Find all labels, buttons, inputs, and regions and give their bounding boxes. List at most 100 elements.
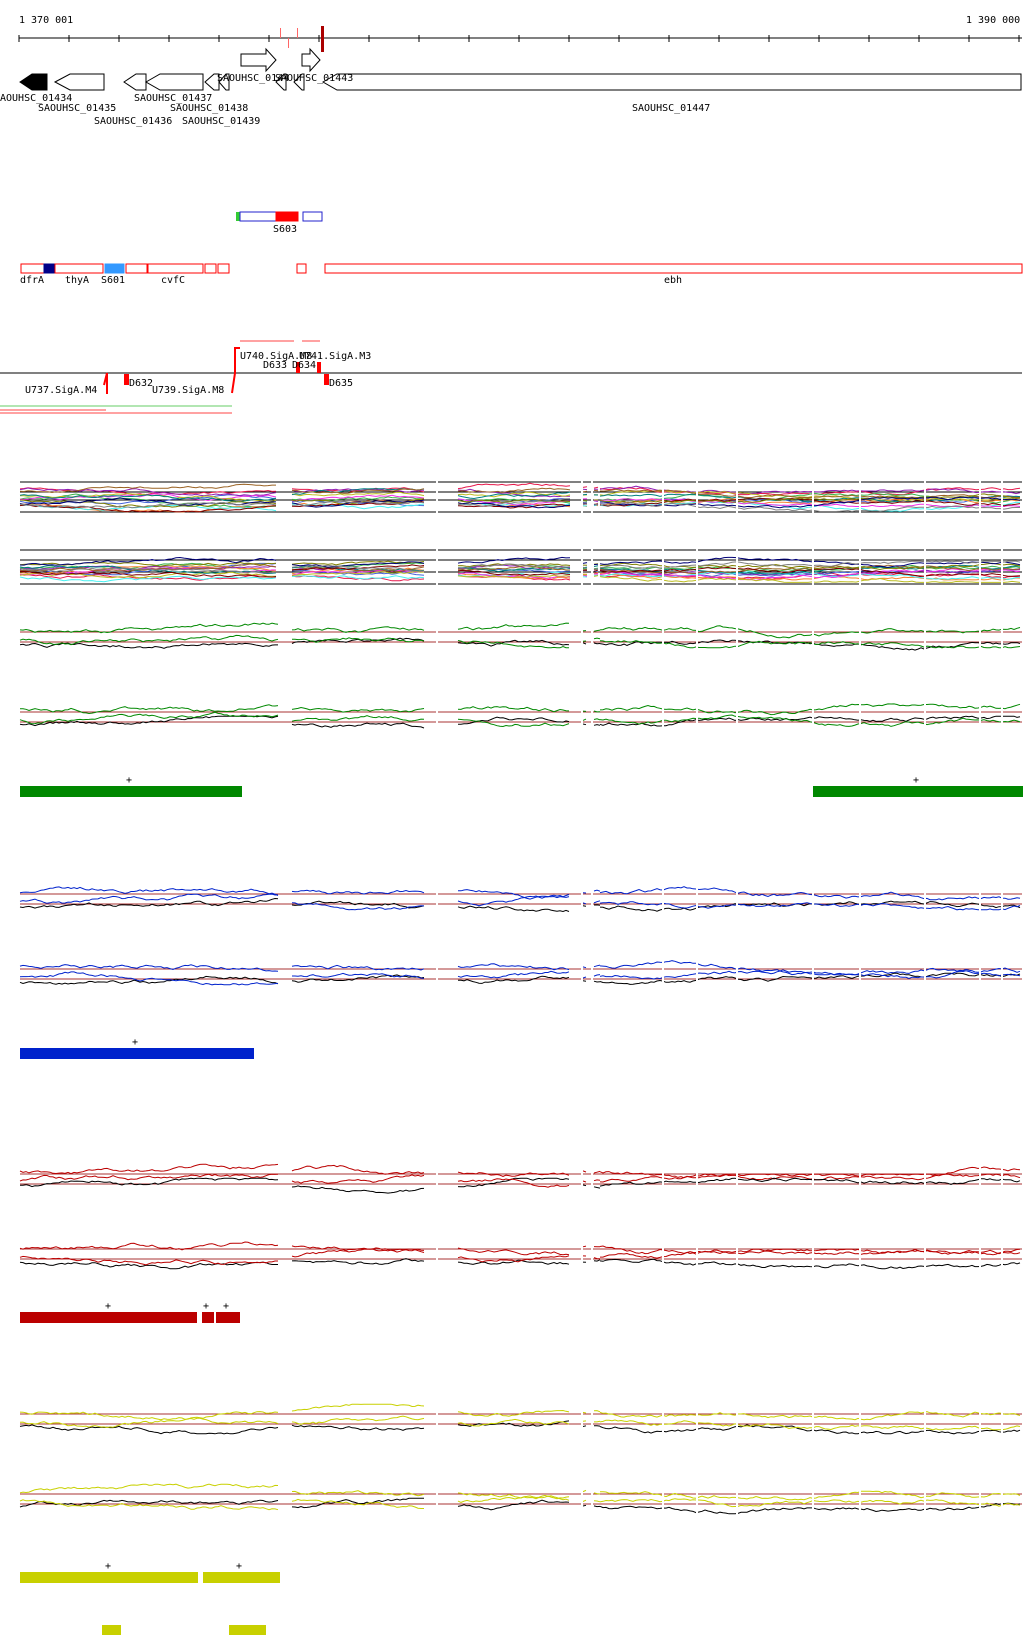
annotation-box[interactable] (302, 211, 323, 222)
expression-panel (19, 1483, 1022, 1515)
segment-bar[interactable] (20, 1048, 254, 1059)
gene-arrow[interactable] (293, 73, 305, 91)
expression-panel (19, 960, 1022, 986)
regulatory-label: D632 (129, 378, 153, 389)
annotation-box[interactable] (239, 211, 277, 222)
expression-trace (291, 889, 425, 895)
feature-tick (280, 28, 281, 38)
expression-trace (20, 1177, 279, 1188)
expression-trace (599, 639, 1021, 651)
expression-trace (593, 1186, 601, 1189)
annotation-label: thyA (65, 275, 89, 286)
gene-arrow[interactable] (123, 73, 147, 91)
segment-bar[interactable] (203, 1572, 280, 1583)
gene-arrow[interactable] (218, 73, 230, 91)
expression-trace (19, 502, 277, 509)
segment-bar[interactable] (20, 786, 242, 797)
gene-arrow[interactable] (321, 73, 1022, 91)
gene-arrow[interactable] (144, 73, 204, 91)
strand-sign: + (105, 1301, 111, 1312)
gene-arrow[interactable] (53, 73, 105, 91)
gene-arrow[interactable] (301, 47, 321, 73)
expression-trace (593, 1179, 601, 1182)
expression-trace (457, 706, 570, 713)
expression-trace (599, 501, 1020, 513)
expression-trace (457, 565, 570, 571)
strand-sign: + (132, 1037, 138, 1048)
expression-trace (291, 715, 425, 722)
annotation-box[interactable] (204, 263, 217, 274)
expression-trace (582, 486, 588, 488)
annotation-box[interactable] (324, 263, 1023, 274)
expression-panel (19, 703, 1022, 729)
expression-panel (19, 1403, 1022, 1435)
annotation-box[interactable] (43, 263, 56, 274)
annotation-box[interactable] (20, 263, 45, 274)
expression-trace (19, 711, 279, 725)
expression-trace (457, 622, 570, 631)
expression-trace (582, 718, 587, 721)
expression-trace (457, 1255, 570, 1263)
expression-trace (593, 486, 599, 489)
strand-sign: + (913, 775, 919, 786)
expression-trace (457, 1177, 570, 1188)
expression-trace (582, 1489, 587, 1493)
annotation-box[interactable] (104, 263, 125, 274)
expression-trace (457, 569, 571, 576)
regulatory-label: U740.SigA.M8 (240, 351, 312, 362)
start-coordinate-label: 1 370 001 (19, 15, 73, 26)
expression-trace (582, 966, 587, 969)
annotation-box[interactable] (147, 263, 204, 274)
multi-condition-panel (19, 481, 1022, 513)
expression-trace (594, 1420, 601, 1423)
segment-bar[interactable] (229, 1625, 266, 1635)
expression-trace (599, 1177, 1021, 1187)
expression-trace (457, 905, 570, 913)
expression-trace (593, 1500, 601, 1503)
segment-bar[interactable] (202, 1312, 214, 1323)
expression-trace (457, 482, 571, 490)
expression-trace (19, 971, 279, 986)
segment-bar[interactable] (813, 786, 1023, 797)
annotation-box[interactable] (54, 263, 104, 274)
expression-trace (582, 1499, 587, 1502)
gene-arrow[interactable] (275, 73, 287, 91)
expression-trace (19, 897, 279, 909)
regulatory-label: U739.SigA.M8 (152, 385, 224, 396)
expression-trace (582, 1184, 587, 1187)
expression-trace (19, 494, 277, 503)
expression-trace (457, 567, 570, 573)
expression-trace (599, 1424, 1021, 1435)
expression-trace (292, 637, 425, 643)
segment-bar[interactable] (20, 1572, 198, 1583)
expression-trace (599, 556, 1021, 569)
gene-arrow[interactable] (240, 47, 277, 73)
expression-trace (457, 1492, 570, 1500)
expression-trace (599, 1245, 1021, 1255)
annotation-box[interactable] (125, 263, 148, 274)
annotation-box[interactable] (275, 211, 299, 222)
segment-bar[interactable] (20, 1312, 197, 1323)
expression-trace (593, 575, 599, 577)
expression-trace (291, 1498, 424, 1509)
expression-trace (593, 568, 599, 571)
terminator-marker (296, 362, 300, 373)
expression-trace (19, 1499, 279, 1511)
gene-arrow[interactable] (19, 73, 48, 91)
expression-trace (291, 494, 425, 502)
expression-trace (457, 639, 570, 647)
expression-trace (582, 1425, 587, 1427)
expression-trace (593, 1410, 601, 1413)
expression-trace (599, 1498, 1021, 1508)
expression-trace (292, 972, 425, 979)
segment-bar[interactable] (102, 1625, 121, 1635)
annotation-box[interactable] (296, 263, 307, 274)
segment-bar[interactable] (216, 1312, 240, 1323)
expression-trace (582, 1170, 587, 1173)
expression-trace (593, 642, 601, 645)
expression-trace (599, 1502, 1021, 1515)
annotation-box[interactable] (217, 263, 230, 274)
expression-trace (599, 970, 1021, 980)
expression-trace (593, 637, 601, 640)
expression-trace (291, 1174, 425, 1184)
